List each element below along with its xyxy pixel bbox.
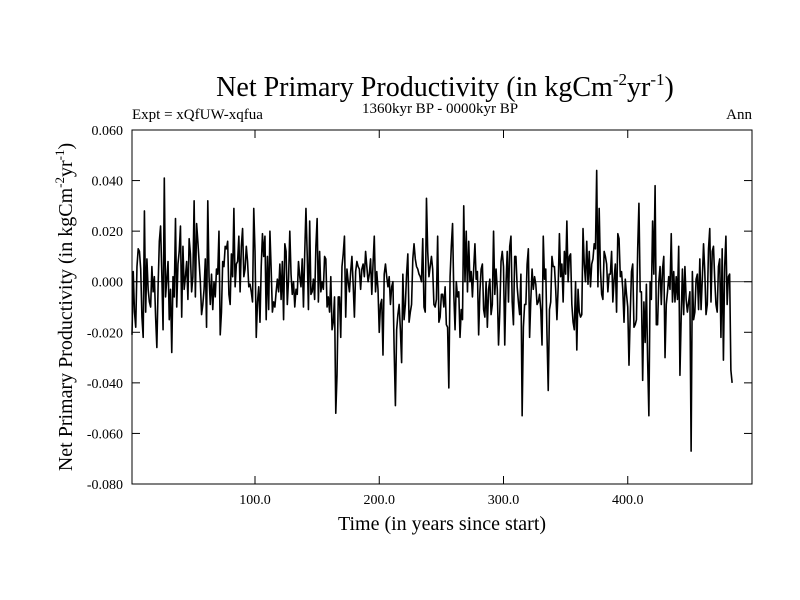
ylabel-mid: yr bbox=[55, 160, 77, 177]
ylabel-end: ) bbox=[55, 143, 77, 150]
season-label: Ann bbox=[726, 107, 752, 123]
x-axis: 100.0 200.0 300.0 400.0 bbox=[239, 130, 644, 508]
y-tick-label: -0.040 bbox=[87, 377, 123, 392]
y-tick-label: 0.000 bbox=[92, 276, 124, 291]
ylabel-sup2: -1 bbox=[52, 150, 67, 161]
title-main: Net Primary Productivity (in kgCm bbox=[216, 72, 613, 103]
x-tick-label: 400.0 bbox=[612, 493, 644, 508]
title-sup2: -1 bbox=[650, 70, 664, 89]
y-axis: -0.080 -0.060 -0.040 -0.020 0.000 0.020 0.040 0… bbox=[87, 124, 752, 493]
y-tick-label: 0.060 bbox=[92, 124, 124, 139]
y-tick-label: 0.040 bbox=[92, 175, 124, 190]
chart-title: Net Primary Productivity (in kgCm-2yr-1) bbox=[216, 70, 674, 103]
experiment-label: Expt = xQfUW-xqfua bbox=[132, 107, 263, 123]
y-axis-label: Net Primary Productivity (in kgCm-2yr-1) bbox=[52, 143, 77, 471]
y-tick-label: -0.060 bbox=[87, 427, 123, 442]
ylabel-main: Net Primary Productivity (in kgCm bbox=[55, 187, 77, 471]
y-tick-label: -0.080 bbox=[87, 478, 123, 493]
y-tick-label: 0.020 bbox=[92, 225, 124, 240]
plot-frame bbox=[131, 129, 753, 485]
x-tick-label: 200.0 bbox=[364, 493, 396, 508]
y-tick-label: -0.020 bbox=[87, 326, 123, 341]
ylabel-sup1: -2 bbox=[52, 177, 67, 188]
x-axis-label: Time (in years since start) bbox=[338, 513, 546, 535]
series-line bbox=[131, 169, 733, 452]
x-tick-label: 300.0 bbox=[488, 493, 520, 508]
title-end: ) bbox=[664, 72, 673, 103]
title-mid: yr bbox=[627, 72, 651, 103]
period-label: 1360kyr BP - 0000kyr BP bbox=[362, 101, 518, 117]
x-tick-label: 100.0 bbox=[239, 493, 271, 508]
title-sup1: -2 bbox=[613, 70, 627, 89]
